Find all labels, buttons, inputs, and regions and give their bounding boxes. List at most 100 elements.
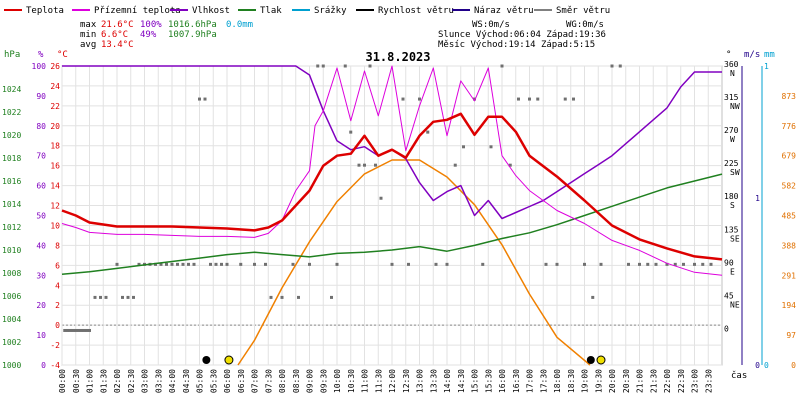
time-tick-label: 11:30: [374, 369, 383, 393]
sun-tick-label: 776: [782, 122, 797, 131]
wind-direction-mark: [214, 262, 218, 266]
legend-temperature: Teplota: [26, 6, 64, 16]
hum-tick-label: 10: [36, 331, 46, 340]
time-tick-label: 15:00: [471, 369, 480, 393]
wind-direction-mark: [330, 295, 333, 299]
sun-tick-label: 0: [791, 361, 796, 370]
press-tick-label: 1008: [2, 269, 21, 278]
time-tick-label: 12:30: [402, 369, 411, 393]
wind-direction-mark: [709, 262, 713, 266]
direction-tick-label: 90: [724, 258, 734, 267]
sun-tick-label: 194: [782, 301, 797, 310]
direction-tick-label: 0: [724, 324, 729, 333]
wind-direction-mark: [434, 262, 438, 266]
wind-direction-mark: [462, 145, 465, 149]
wind-direction-mark: [481, 262, 485, 266]
wind-direction-mark: [536, 97, 540, 101]
wind-direction-mark: [192, 262, 196, 266]
wind-direction-mark: [79, 328, 83, 332]
sunrise-marker: [224, 355, 234, 365]
hum-tick-label: 20: [36, 301, 46, 310]
temp-tick-label: 14: [50, 182, 60, 191]
wind-direction-mark: [473, 97, 476, 101]
direction-tick-compass: SW: [730, 168, 740, 177]
stats-wg: WG:0m/s: [566, 20, 604, 30]
wind-direction-mark: [264, 262, 267, 266]
wind-direction-mark: [335, 262, 339, 266]
unit-pct: %: [38, 50, 44, 60]
legend-ground-temp: Přízemní teplota: [94, 6, 181, 16]
wind-direction-mark: [357, 163, 361, 167]
time-tick-label: 03:30: [154, 369, 163, 393]
stats-min-label: min: [80, 30, 96, 40]
wind-direction-mark: [445, 262, 449, 266]
pressure-line: [61, 173, 723, 275]
time-tick-label: 19:00: [581, 369, 590, 393]
wind-direction-mark: [77, 328, 80, 332]
direction-tick-label: 180: [724, 192, 739, 201]
wind-direction-mark: [308, 262, 311, 266]
wind-direction-mark: [693, 262, 696, 266]
direction-tick-compass: E: [730, 267, 735, 276]
wind-direction-mark: [407, 262, 410, 266]
time-tick-label: 11:00: [361, 369, 370, 393]
stats-max-hum: 100%: [140, 20, 162, 30]
wind-direction-mark: [209, 262, 212, 266]
direction-tick-label: 315: [724, 93, 739, 102]
time-tick-label: 19:30: [594, 369, 603, 393]
press-tick-label: 1016: [2, 177, 21, 186]
wind-direction-mark: [176, 262, 179, 266]
sun-tick-label: 679: [782, 152, 797, 161]
wind-direction-mark: [508, 163, 512, 167]
axis-unit-headers: hPa % °C ° m/s mm čas: [4, 50, 775, 381]
wind-direction-mark: [544, 262, 548, 266]
press-tick-label: 1010: [2, 246, 21, 255]
direction-tick-compass: W: [730, 135, 735, 144]
time-tick-label: 22:00: [663, 369, 672, 393]
wind-direction-mark: [572, 97, 575, 101]
stats-min-temp: 6.6°C: [101, 30, 128, 40]
temp-tick-label: 10: [50, 221, 60, 230]
temp-tick-label: 6: [55, 261, 60, 270]
time-tick-label: 13:00: [416, 369, 425, 393]
hum-tick-label: 30: [36, 271, 46, 280]
unit-hpa: hPa: [4, 50, 20, 60]
wind-direction-mark: [93, 295, 97, 299]
wind-direction-mark: [121, 295, 124, 299]
direction-tick-compass: N: [730, 69, 735, 78]
time-tick-label: 09:00: [306, 369, 315, 393]
temp-tick-label: 18: [50, 142, 60, 151]
wind-direction-mark: [401, 97, 405, 101]
sun-tick-label: 97: [786, 331, 796, 340]
wind-direction-mark: [104, 295, 108, 299]
wind-direction-mark: [297, 295, 300, 299]
time-tick-label: 03:00: [141, 369, 150, 393]
sunset-marker: [596, 355, 606, 365]
wind-direction-mark: [517, 97, 520, 101]
unit-deg: °: [726, 50, 731, 60]
wind-direction-mark: [82, 328, 86, 332]
time-tick-label: 15:30: [484, 369, 493, 393]
wind-direction-mark: [343, 64, 347, 68]
wind-direction-mark: [88, 328, 91, 332]
wind-direction-mark: [115, 262, 119, 266]
wind-direction-mark: [291, 262, 295, 266]
wind-direction-mark: [583, 262, 586, 266]
stats-min-press: 1007.9hPa: [168, 30, 217, 40]
wind-direction-mark: [220, 262, 223, 266]
press-tick-label: 1018: [2, 154, 21, 163]
hum-tick-label: 40: [36, 241, 46, 250]
time-tick-label: 10:00: [333, 369, 342, 393]
hum-tick-label: 90: [36, 92, 46, 101]
wind-direction-mark: [85, 328, 89, 332]
press-tick-label: 1002: [2, 338, 21, 347]
wind-direction-mark: [99, 295, 102, 299]
wind-direction-mark: [453, 163, 457, 167]
time-tick-label: 17:00: [526, 369, 535, 393]
hum-tick-label: 100: [32, 62, 47, 71]
wind-direction-mark: [368, 64, 372, 68]
time-tick-label: 21:00: [636, 369, 645, 393]
direction-tick-compass: NE: [730, 300, 740, 309]
direction-tick-compass: S: [730, 201, 735, 210]
